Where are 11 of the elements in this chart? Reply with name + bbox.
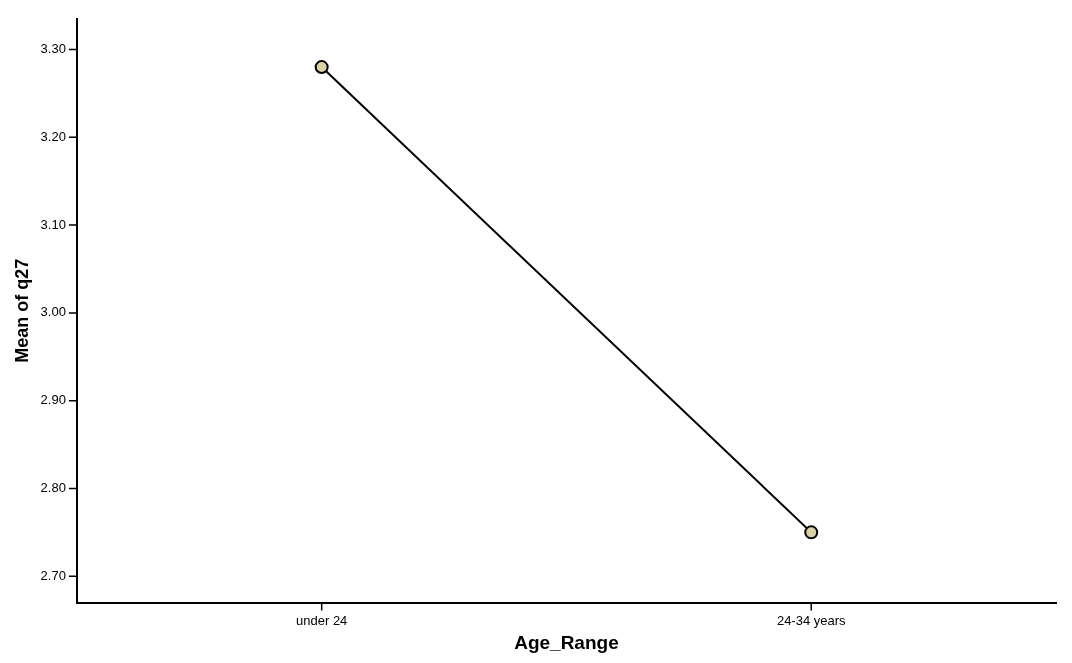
x-tick-label: under 24 <box>296 612 348 628</box>
x-axis-title: Age_Range <box>514 631 619 653</box>
y-tick-label: 2.90 <box>40 392 66 408</box>
y-tick-label: 2.80 <box>40 480 66 496</box>
y-tick-label: 3.30 <box>40 41 66 57</box>
y-axis-title: Mean of q27 <box>11 258 32 363</box>
y-tick-label: 2.70 <box>40 567 66 583</box>
y-tick-label: 3.00 <box>40 304 66 320</box>
y-tick-label: 3.10 <box>40 216 66 232</box>
y-tick-label: 3.20 <box>40 128 66 144</box>
x-tick-label: 24-34 years <box>776 612 847 628</box>
